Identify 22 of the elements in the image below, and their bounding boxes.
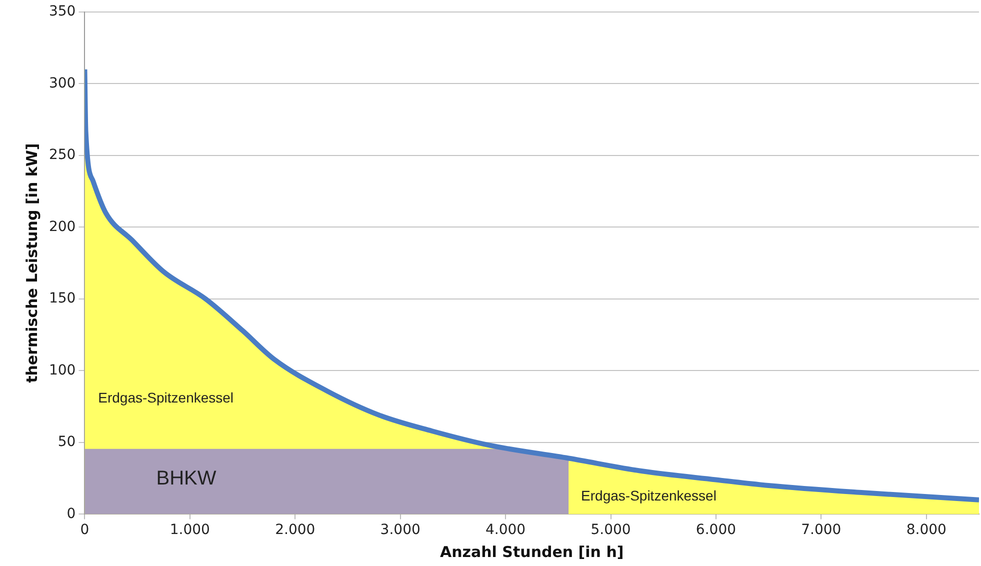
y-tick-label: 100 [48,362,76,378]
annotation: BHKW [156,468,216,490]
y-tick-label: 350 [48,4,76,20]
x-tick-label: 4.000 [486,522,526,538]
annotation: Erdgas-Spitzenkessel [98,390,234,406]
y-tick-label: 0 [66,506,76,522]
y-tick-label: 150 [48,290,76,307]
x-tick-label: 2.000 [275,522,316,538]
y-tick-label: 250 [48,147,76,164]
annotation: Erdgas-Spitzenkessel [581,487,716,504]
x-tick-label: 5.000 [590,522,631,538]
y-axis-title: thermische Leistung [in kW] [22,143,41,383]
y-tick-label: 50 [58,434,76,450]
x-axis-title: Anzahl Stunden [in h] [440,542,624,561]
x-tick-label: 7.000 [801,522,842,538]
x-tick-label: 1.000 [170,522,210,538]
y-tick-label: 300 [48,75,76,92]
x-tick-label: 8.000 [906,522,946,538]
x-tick-label: 6.000 [696,522,736,538]
y-tick-label: 200 [48,218,76,235]
x-tick-label: 0 [80,522,90,538]
x-tick-label: 3.000 [380,522,420,538]
